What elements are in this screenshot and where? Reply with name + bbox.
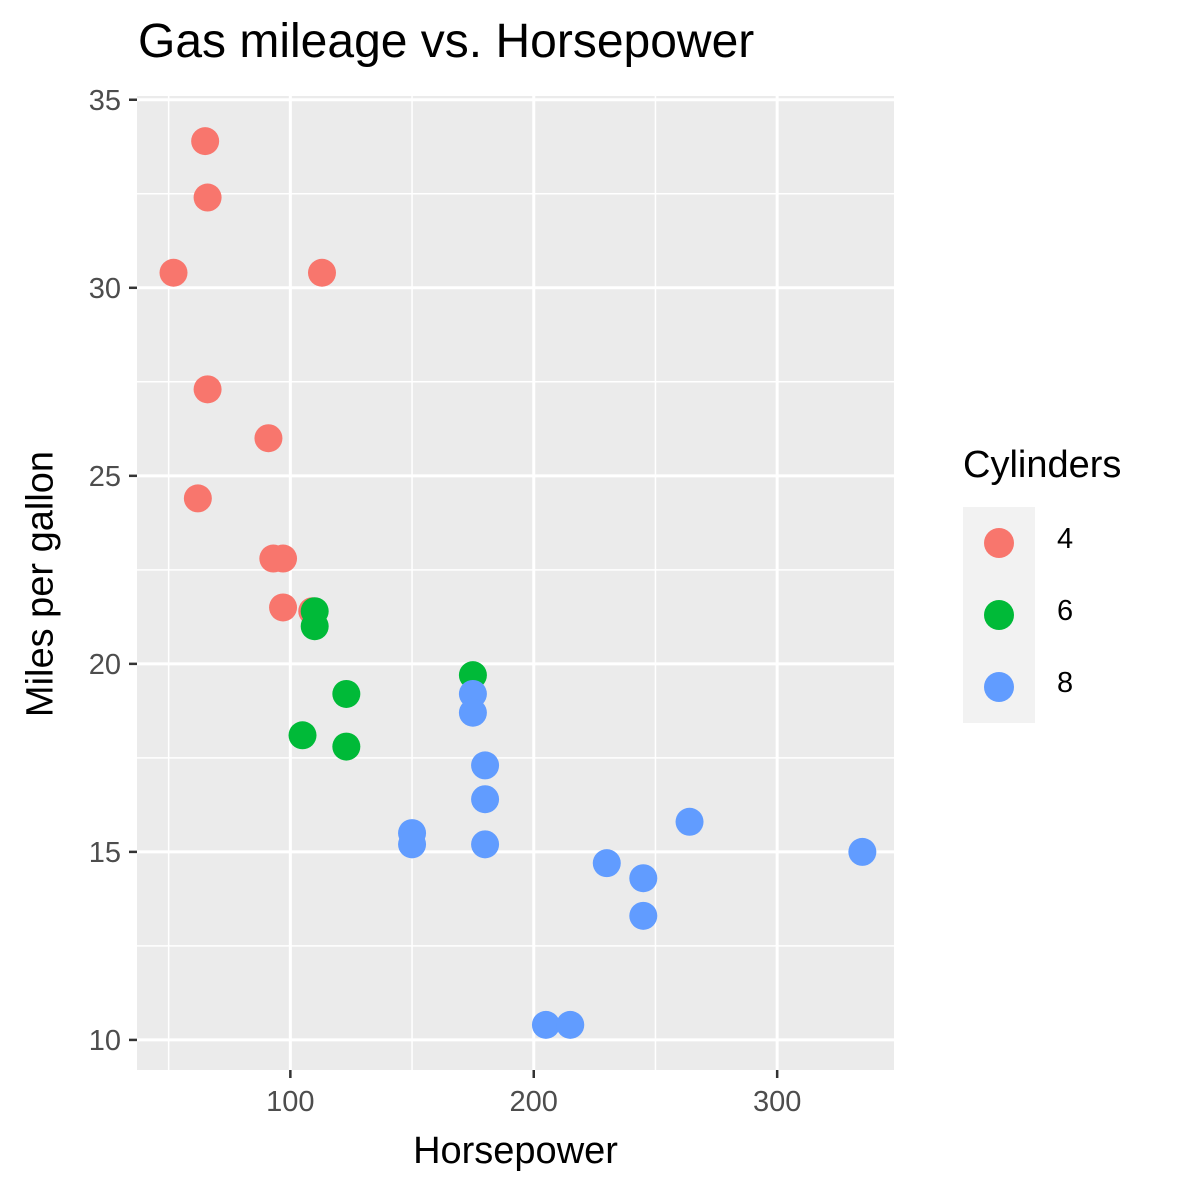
y-tick-label: 15 bbox=[89, 837, 121, 869]
axis-ticks bbox=[129, 98, 779, 1078]
y-tick-label: 30 bbox=[89, 273, 121, 305]
data-point bbox=[269, 593, 298, 622]
data-point bbox=[629, 901, 658, 930]
legend-swatch bbox=[984, 672, 1014, 702]
data-point bbox=[531, 1010, 560, 1039]
data-point bbox=[159, 258, 188, 287]
data-point bbox=[592, 849, 621, 878]
y-axis-label: Miles per gallon bbox=[19, 450, 62, 718]
data-point bbox=[300, 612, 329, 641]
data-point bbox=[458, 698, 487, 727]
data-point bbox=[307, 258, 336, 287]
tick-labels: 100 200 300 10 15 20 25 30 35 bbox=[89, 85, 802, 1118]
y-tick-label: 10 bbox=[89, 1025, 121, 1057]
legend-item: 6 bbox=[963, 579, 1073, 651]
major-gridlines bbox=[137, 96, 894, 1070]
data-point bbox=[332, 679, 361, 708]
data-point bbox=[288, 721, 317, 750]
data-point bbox=[193, 375, 222, 404]
minor-gridlines bbox=[137, 96, 894, 1070]
y-tick-label: 20 bbox=[89, 649, 121, 681]
data-point bbox=[183, 484, 212, 513]
data-point bbox=[193, 183, 222, 212]
chart-title: Gas mileage vs. Horsepower bbox=[138, 15, 755, 68]
data-point bbox=[471, 785, 500, 814]
x-tick-label: 100 bbox=[266, 1086, 314, 1118]
legend-label: 4 bbox=[1057, 523, 1074, 555]
y-tick-label: 25 bbox=[89, 461, 121, 493]
data-point bbox=[556, 1010, 585, 1039]
y-tick-label: 35 bbox=[89, 85, 121, 117]
data-point bbox=[629, 864, 658, 893]
x-axis-label: Horsepower bbox=[413, 1130, 618, 1172]
data-point bbox=[332, 732, 361, 761]
x-tick-label: 300 bbox=[753, 1086, 801, 1118]
legend: Cylinders 4 6 8 bbox=[963, 444, 1121, 723]
data-point bbox=[471, 830, 500, 859]
data-points bbox=[159, 127, 877, 1039]
legend-swatch bbox=[984, 528, 1014, 558]
panel-background bbox=[137, 96, 894, 1070]
legend-swatch bbox=[984, 600, 1014, 630]
legend-keys: 4 6 8 bbox=[963, 507, 1073, 723]
legend-item: 8 bbox=[963, 651, 1073, 723]
data-point bbox=[269, 544, 298, 573]
data-point bbox=[191, 127, 220, 156]
data-point bbox=[675, 807, 704, 836]
legend-label: 6 bbox=[1057, 595, 1074, 627]
legend-item: 4 bbox=[963, 507, 1073, 579]
data-point bbox=[398, 830, 427, 859]
legend-label: 8 bbox=[1057, 667, 1074, 699]
legend-title: Cylinders bbox=[963, 444, 1122, 486]
data-point bbox=[254, 424, 283, 453]
data-point bbox=[848, 837, 877, 866]
x-tick-label: 200 bbox=[510, 1086, 558, 1118]
data-point bbox=[471, 751, 500, 780]
